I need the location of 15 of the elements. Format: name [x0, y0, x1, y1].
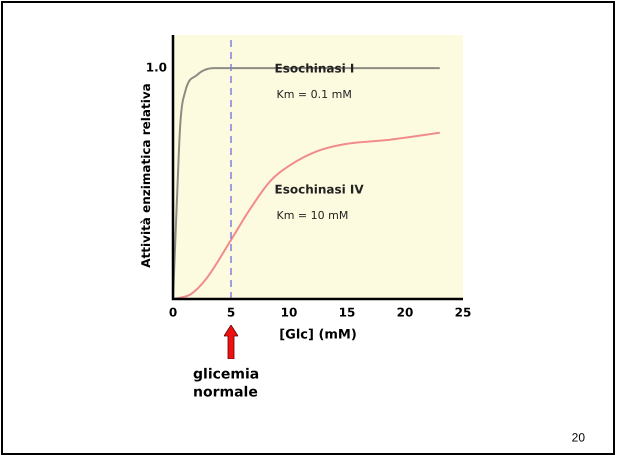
y-axis-title: Attività enzimatica relativa — [139, 83, 154, 268]
text: 1.0 — [146, 60, 167, 74]
annotation: Km = 10 mM — [276, 209, 348, 222]
x-axis-title: [Glc] (mM) — [279, 328, 357, 343]
series-label: Esochinasi I — [274, 61, 354, 76]
x-tick-label: 20 — [396, 305, 414, 320]
text: glicemia normale — [193, 366, 260, 401]
x-tick-label: 25 — [454, 305, 472, 320]
text: 20 — [572, 430, 586, 444]
x-tick-label: 15 — [338, 305, 356, 320]
x-tick-label: 10 — [280, 305, 298, 320]
x-tick-label: 0 — [168, 305, 178, 320]
annotation: Km = 0.1 mM — [276, 88, 352, 102]
x-tick-label: 5 — [226, 305, 236, 320]
series-label: Esochinasi IV — [274, 182, 364, 196]
